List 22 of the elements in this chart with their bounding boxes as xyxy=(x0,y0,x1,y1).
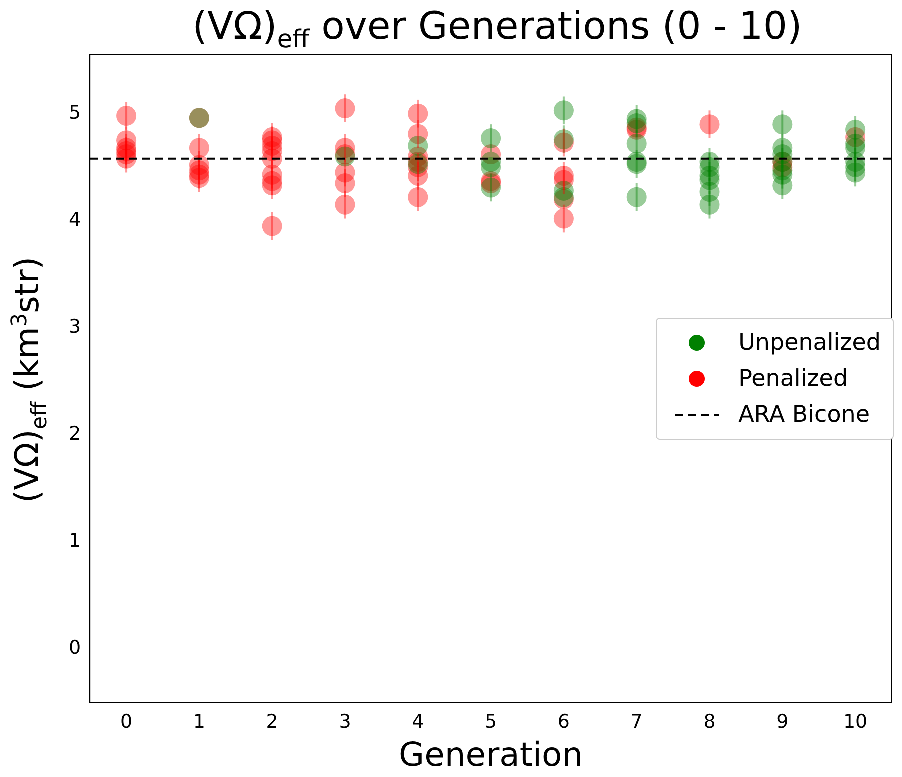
x-tick-label: 6 xyxy=(558,710,570,733)
y-tick-label: 2 xyxy=(68,422,82,445)
x-tick-label: 8 xyxy=(704,710,716,733)
y-tick-label: 5 xyxy=(68,102,82,124)
x-tick-label: 1 xyxy=(193,710,206,733)
legend-label: ARA Bicone xyxy=(738,402,870,428)
legend-label: Unpenalized xyxy=(738,330,881,356)
x-tick-label: 5 xyxy=(484,710,498,733)
y-tick-label: 4 xyxy=(68,208,82,231)
y-tick-label: 1 xyxy=(68,530,82,552)
chart-title: (VΩ)$_{eff}$ over Generations (0 - 10) xyxy=(192,4,804,54)
x-tick-label: 0 xyxy=(120,710,133,733)
legend-label: Penalized xyxy=(738,366,848,392)
x-tick-label: 2 xyxy=(266,710,278,733)
x-tick-label: 4 xyxy=(412,710,424,733)
x-tick-label: 3 xyxy=(339,710,352,733)
x-tick-label: 7 xyxy=(630,710,643,733)
x-axis-title: Generation xyxy=(398,734,584,774)
x-tick-label: 9 xyxy=(776,710,789,733)
y-tick-label: 0 xyxy=(68,637,82,660)
x-tick-label: 10 xyxy=(843,710,868,733)
y-tick-label: 3 xyxy=(68,316,82,338)
